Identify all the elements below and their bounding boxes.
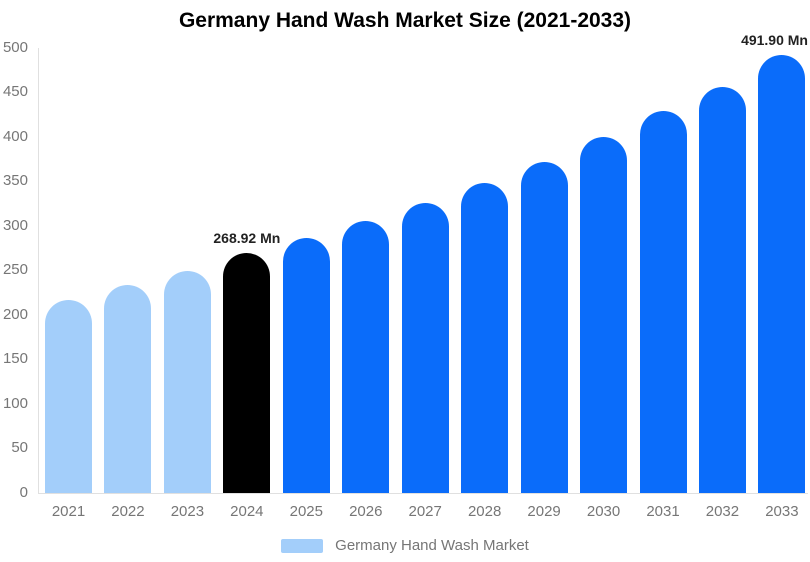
legend-label: Germany Hand Wash Market: [335, 537, 529, 554]
legend-swatch-icon: [281, 539, 324, 553]
x-label-2026: 2026: [349, 503, 383, 520]
x-label-2025: 2025: [289, 503, 323, 520]
x-label-2021: 2021: [51, 503, 86, 520]
bar-2030[interactable]: [580, 136, 628, 493]
y-tick-label: 300: [2, 216, 28, 234]
x-label-2033: 2033: [765, 503, 799, 520]
x-label-2029: 2029: [527, 503, 561, 520]
y-tick-label: 0: [19, 484, 28, 501]
y-tick-label: 250: [2, 261, 28, 279]
bar-2027[interactable]: [401, 202, 449, 493]
x-label-2028: 2028: [467, 503, 502, 520]
x-label-2032: 2032: [705, 503, 740, 520]
bar-2022[interactable]: [104, 285, 152, 493]
y-tick-label: 200: [2, 305, 28, 323]
x-label-2022: 2022: [111, 503, 145, 520]
y-axis-line: [38, 47, 39, 494]
bar-2026[interactable]: [342, 221, 390, 493]
x-label-2023: 2023: [170, 503, 205, 520]
y-tick-label: 400: [2, 127, 28, 145]
x-label-2031: 2031: [646, 503, 680, 520]
x-label-2030: 2030: [586, 503, 621, 520]
bar-2023[interactable]: [163, 271, 211, 493]
bar-2028[interactable]: [461, 182, 509, 493]
legend-item[interactable]: Germany Hand Wash Market: [0, 536, 810, 556]
y-tick-label: 500: [2, 38, 28, 56]
x-label-2027: 2027: [408, 503, 442, 520]
bar-2025[interactable]: [282, 238, 330, 493]
bar-2031[interactable]: [639, 110, 687, 493]
x-label-2024: 2024: [230, 503, 264, 520]
y-tick-label: 100: [2, 394, 28, 412]
value-label-2033: 491.90 Mn: [741, 31, 808, 48]
y-tick-label: 50: [11, 439, 28, 457]
y-tick-label: 450: [2, 83, 28, 101]
bar-2029[interactable]: [520, 161, 568, 493]
bar-2024[interactable]: [223, 253, 271, 493]
bar-2033[interactable]: [758, 54, 806, 493]
x-axis-line: [38, 493, 808, 494]
bar-2032[interactable]: [698, 86, 746, 493]
y-tick-label: 150: [2, 350, 28, 368]
value-label-2024: 268.92 Mn: [213, 230, 281, 247]
bar-2021[interactable]: [45, 299, 92, 493]
chart-title: Germany Hand Wash Market Size (2021-2033…: [178, 9, 632, 32]
y-tick-label: 350: [2, 172, 28, 190]
